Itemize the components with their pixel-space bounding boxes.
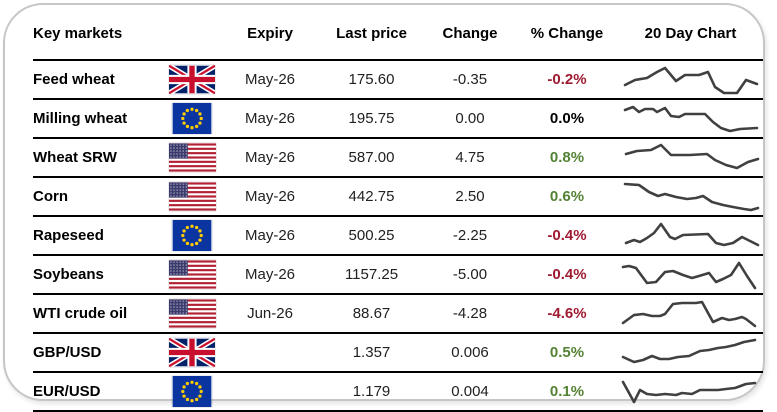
market-report-card: Key markets Expiry Last price Change % C… — [3, 3, 765, 412]
market-label: Feed wheat — [33, 60, 163, 100]
table-row: Rapeseed May-26 500.25 -2.25 -0.4% — [33, 216, 763, 256]
pct-change-value: 0.0% — [516, 99, 618, 139]
last-price-value: 1.179 — [319, 372, 424, 412]
us-flag — [168, 143, 216, 172]
header-last-price: Last price — [319, 7, 424, 61]
expiry-value: May-26 — [221, 177, 319, 217]
uk-flag — [169, 65, 215, 94]
pct-change-value: 0.1% — [516, 372, 618, 412]
header-pct-change: % Change — [516, 7, 618, 61]
table-row: Wheat SRW May-26 587.00 4.75 0.8% — [33, 138, 763, 178]
expiry-value: May-26 — [221, 60, 319, 100]
market-label: Wheat SRW — [33, 138, 163, 178]
change-value: 0.006 — [424, 333, 516, 373]
us-flag — [168, 260, 216, 289]
table-row: Soybeans May-26 1157.25 -5.00 -0.4% — [33, 255, 763, 295]
table-row: WTI crude oil Jun-26 88.67 -4.28 -4.6% — [33, 294, 763, 334]
market-label: Milling wheat — [33, 99, 163, 139]
last-price-value: 587.00 — [319, 138, 424, 178]
header-change: Change — [424, 7, 516, 61]
last-price-value: 195.75 — [319, 99, 424, 139]
market-label: EUR/USD — [33, 372, 163, 412]
change-value: -0.35 — [424, 60, 516, 100]
change-value: 4.75 — [424, 138, 516, 178]
eu-flag — [172, 103, 212, 134]
market-label: WTI crude oil — [33, 294, 163, 334]
pct-change-value: -0.4% — [516, 255, 618, 295]
sparkline-chart — [619, 335, 762, 371]
market-label: Rapeseed — [33, 216, 163, 256]
header-row: Key markets Expiry Last price Change % C… — [33, 7, 763, 61]
table-row: Feed wheat May-26 175.60 -0.35 -0.2% — [33, 60, 763, 100]
pct-change-value: 0.5% — [516, 333, 618, 373]
market-label: Corn — [33, 177, 163, 217]
expiry-value: Jun-26 — [221, 294, 319, 334]
last-price-value: 88.67 — [319, 294, 424, 334]
us-flag — [168, 299, 216, 328]
header-key-markets: Key markets — [33, 7, 163, 61]
last-price-value: 175.60 — [319, 60, 424, 100]
expiry-value: May-26 — [221, 99, 319, 139]
market-label: GBP/USD — [33, 333, 163, 373]
pct-change-value: -4.6% — [516, 294, 618, 334]
sparkline-chart — [619, 296, 762, 332]
last-price-value: 1.357 — [319, 333, 424, 373]
uk-flag — [169, 338, 215, 367]
sparkline-chart — [619, 257, 762, 293]
expiry-value: May-26 — [221, 216, 319, 256]
change-value: -4.28 — [424, 294, 516, 334]
sparkline-chart — [619, 140, 762, 176]
sparkline-chart — [619, 101, 762, 137]
table-row: GBP/USD 1.357 0.006 0.5% — [33, 333, 763, 373]
expiry-value — [221, 333, 319, 373]
us-flag — [168, 182, 216, 211]
header-expiry: Expiry — [221, 7, 319, 61]
expiry-value: May-26 — [221, 138, 319, 178]
change-value: -5.00 — [424, 255, 516, 295]
last-price-value: 442.75 — [319, 177, 424, 217]
change-value: 0.004 — [424, 372, 516, 412]
change-value: 2.50 — [424, 177, 516, 217]
change-value: -2.25 — [424, 216, 516, 256]
sparkline-chart — [619, 62, 762, 98]
pct-change-value: -0.2% — [516, 60, 618, 100]
header-flag-spacer — [163, 7, 221, 61]
last-price-value: 1157.25 — [319, 255, 424, 295]
expiry-value: May-26 — [221, 255, 319, 295]
table-row: Milling wheat May-26 195.75 0.00 0.0% — [33, 99, 763, 139]
last-price-value: 500.25 — [319, 216, 424, 256]
expiry-value — [221, 372, 319, 412]
market-label: Soybeans — [33, 255, 163, 295]
header-20-day-chart: 20 Day Chart — [618, 7, 763, 61]
change-value: 0.00 — [424, 99, 516, 139]
eu-flag — [172, 376, 212, 407]
eu-flag — [172, 220, 212, 251]
table-row: EUR/USD 1.179 0.004 0.1% — [33, 372, 763, 412]
sparkline-chart — [619, 374, 762, 410]
sparkline-chart — [619, 179, 762, 215]
key-markets-table: Key markets Expiry Last price Change % C… — [33, 7, 763, 412]
sparkline-chart — [619, 218, 762, 254]
table-row: Corn May-26 442.75 2.50 0.6% — [33, 177, 763, 217]
pct-change-value: 0.8% — [516, 138, 618, 178]
pct-change-value: 0.6% — [516, 177, 618, 217]
pct-change-value: -0.4% — [516, 216, 618, 256]
